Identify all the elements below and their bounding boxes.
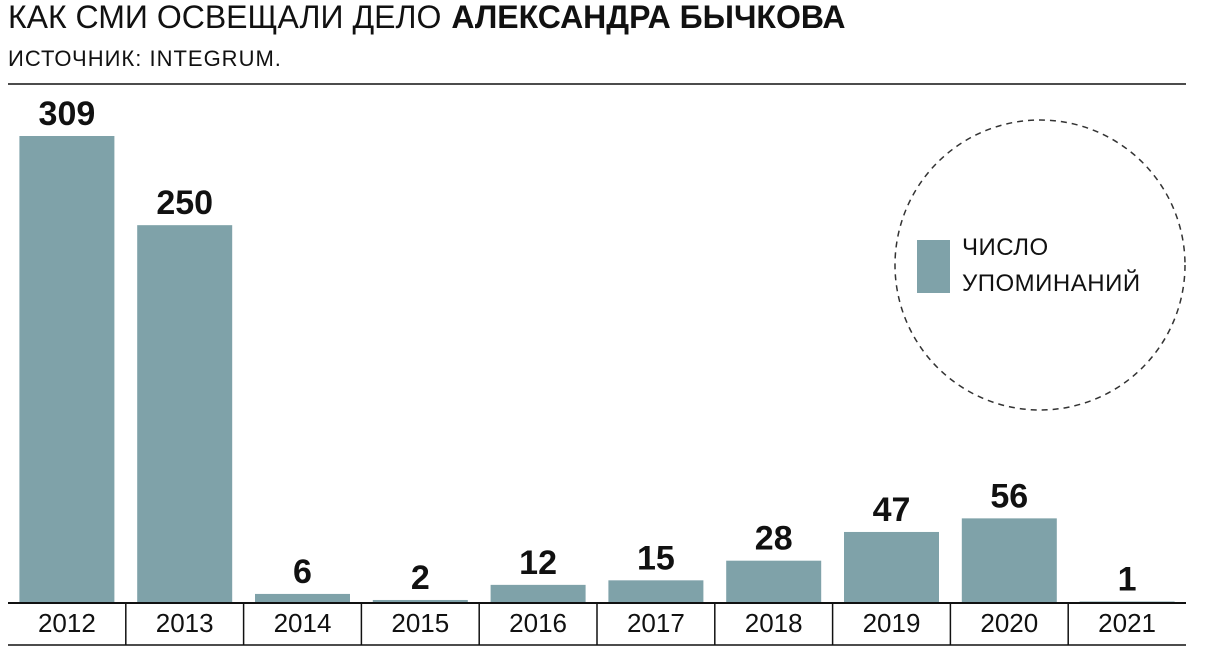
- value-label: 6: [293, 553, 312, 591]
- x-tick-label: 2016: [509, 608, 567, 638]
- value-label: 12: [519, 544, 557, 582]
- x-tick-label: 2020: [980, 608, 1038, 638]
- x-tick-label: 2019: [863, 608, 921, 638]
- value-label: 1: [1118, 560, 1137, 598]
- bar: [137, 225, 233, 604]
- legend-circle: [894, 119, 1186, 411]
- value-label: 2: [411, 559, 430, 597]
- value-label: 56: [990, 477, 1028, 515]
- bar: [255, 593, 350, 603]
- legend-label: ЧИСЛО УПОМИНАНИЙ: [962, 234, 1141, 297]
- x-tick-label: 2012: [38, 608, 96, 638]
- x-tick-label: 2021: [1098, 608, 1156, 638]
- bar: [961, 518, 1057, 603]
- x-tick-label: 2018: [745, 608, 803, 638]
- chart-title: КАК СМИ ОСВЕЩАЛИ ДЕЛО АЛЕКСАНДРА БЫЧКОВА: [8, 0, 845, 35]
- title-regular: КАК СМИ ОСВЕЩАЛИ ДЕЛО: [8, 0, 441, 35]
- x-tick-label: 2017: [627, 608, 685, 638]
- subtitle: ИСТОЧНИК: INTEGRUM.: [8, 46, 282, 71]
- value-label: 28: [755, 520, 793, 558]
- value-label: 47: [873, 491, 911, 529]
- title-bold: АЛЕКСАНДРА БЫЧКОВА: [451, 0, 845, 35]
- x-tick-label: 2015: [391, 608, 449, 638]
- x-tick-label: 2013: [156, 608, 214, 638]
- bar: [372, 599, 468, 603]
- bar: [608, 580, 704, 603]
- x-tick-label: 2014: [274, 608, 332, 638]
- bar: [844, 531, 939, 603]
- value-label: 309: [39, 95, 96, 133]
- bar: [19, 136, 115, 603]
- bar: [490, 584, 586, 603]
- value-label: 250: [156, 184, 213, 222]
- value-label: 15: [637, 539, 675, 577]
- legend-swatch: [917, 240, 950, 293]
- bar: [726, 560, 822, 603]
